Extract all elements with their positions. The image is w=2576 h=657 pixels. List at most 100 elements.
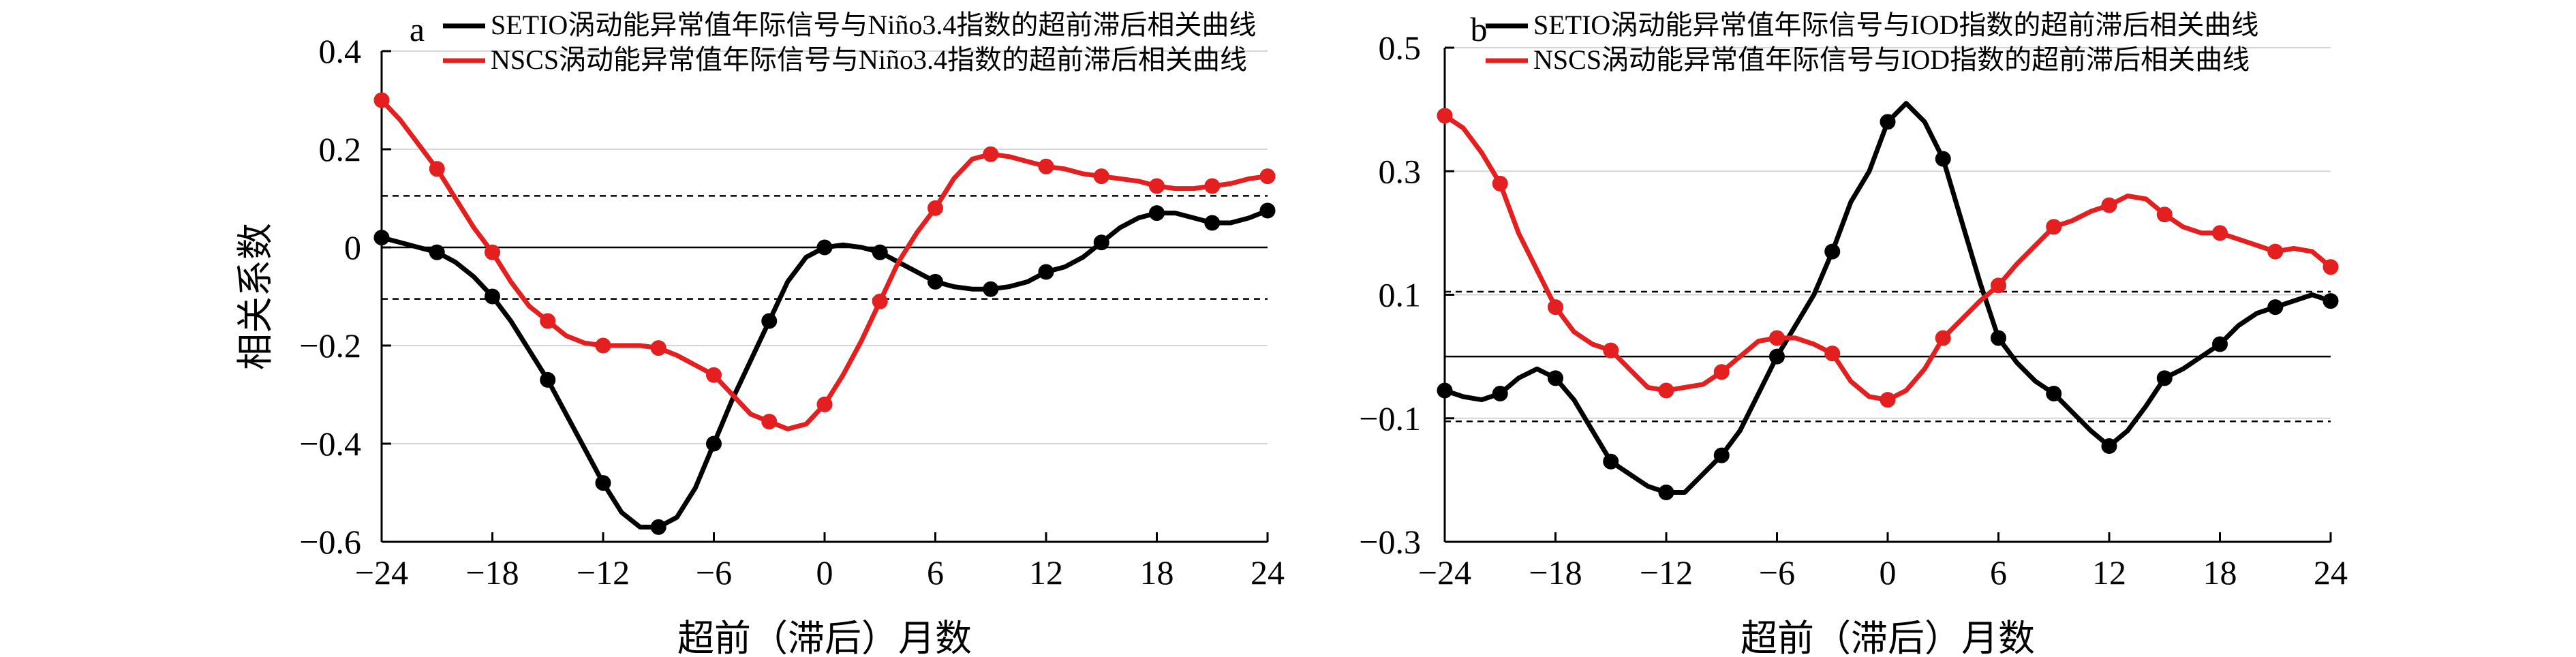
y-tick-label: 0 — [344, 228, 361, 266]
x-tick-label: −18 — [465, 553, 519, 592]
data-point — [485, 244, 500, 260]
y-tick-label: −0.4 — [299, 425, 361, 463]
data-point — [540, 371, 556, 388]
data-point — [429, 244, 445, 260]
data-point — [706, 367, 722, 383]
data-point — [1880, 392, 1896, 408]
data-point — [2156, 207, 2173, 223]
panel-letter: a — [410, 10, 425, 48]
x-tick-label: 24 — [2314, 553, 2348, 592]
data-point — [816, 396, 833, 412]
panel-letter: b — [1471, 10, 1488, 48]
data-point — [540, 313, 556, 329]
x-tick-label: 6 — [927, 553, 944, 592]
x-tick-label: −18 — [1529, 553, 1582, 592]
data-point — [2212, 225, 2228, 241]
x-axis-title: 超前（滞后）月数 — [677, 617, 972, 657]
x-tick-label: −6 — [1759, 553, 1795, 592]
data-point — [595, 337, 611, 354]
series-line — [1442, 101, 2333, 495]
data-point — [595, 475, 611, 491]
data-point — [1437, 382, 1453, 399]
data-point — [1204, 178, 1221, 194]
y-tick-label: 0.3 — [1379, 152, 1422, 190]
data-point — [429, 161, 445, 177]
x-tick-label: 18 — [1140, 553, 1174, 592]
data-point — [485, 288, 500, 305]
x-tick-label: 24 — [1251, 553, 1285, 592]
legend-label: SETIO涡动能异常值年际信号与Niño3.4指数的超前滞后相关曲线 — [491, 10, 1256, 40]
y-tick-label: 0.4 — [319, 32, 362, 70]
data-point — [1038, 158, 1054, 174]
data-point — [1935, 330, 1951, 346]
data-point — [1713, 364, 1730, 380]
data-point — [1492, 175, 1508, 192]
x-tick-label: 12 — [2092, 553, 2126, 592]
x-tick-label: −6 — [696, 553, 732, 592]
data-point — [1149, 178, 1165, 194]
data-point — [872, 293, 888, 309]
y-tick-label: −0.1 — [1359, 399, 1421, 438]
data-point — [1548, 370, 1563, 386]
data-point — [1259, 168, 1276, 185]
data-point — [816, 239, 833, 256]
series-line — [379, 208, 1270, 530]
data-point — [2322, 293, 2339, 309]
data-point — [983, 146, 999, 162]
data-point — [927, 273, 943, 290]
data-point — [1658, 382, 1674, 399]
data-point — [1880, 114, 1896, 130]
data-point — [1259, 202, 1276, 219]
y-tick-label: −0.3 — [1359, 523, 1421, 561]
data-point — [373, 92, 390, 108]
data-point — [1603, 342, 1619, 358]
data-point — [2046, 386, 2062, 401]
data-point — [983, 281, 999, 297]
data-point — [1603, 453, 1619, 470]
data-point — [650, 519, 666, 535]
y-tick-label: 0.1 — [1379, 276, 1422, 314]
y-tick-label: −0.6 — [299, 523, 361, 561]
data-point — [1093, 168, 1109, 185]
data-point — [1149, 205, 1165, 221]
x-tick-label: 12 — [1029, 553, 1063, 592]
x-tick-label: 0 — [816, 553, 833, 592]
data-point — [1492, 386, 1508, 401]
data-point — [1935, 151, 1951, 167]
legend-label: SETIO涡动能异常值年际信号与IOD指数的超前滞后相关曲线 — [1533, 10, 2258, 40]
data-point — [2267, 299, 2284, 316]
data-point — [1824, 346, 1841, 362]
data-point — [2101, 197, 2117, 213]
data-point — [1991, 277, 2006, 294]
data-point — [872, 244, 888, 260]
data-point — [1204, 215, 1221, 231]
data-point — [2267, 243, 2284, 260]
data-point — [2156, 370, 2173, 386]
panel-a: 0.4 0.2 0 −0.2 −0.4 −0.6−24 −18 −12 −6 0 6 12 18 24 超前… — [234, 10, 1285, 657]
x-tick-label: −12 — [577, 553, 630, 592]
x-tick-label: 0 — [1880, 553, 1897, 592]
y-tick-label: 0.2 — [319, 130, 362, 168]
x-tick-label: 6 — [1990, 553, 2007, 592]
data-point — [1038, 264, 1054, 280]
data-point — [650, 340, 666, 356]
legend-label: NSCS涡动能异常值年际信号与Niño3.4指数的超前滞后相关曲线 — [491, 44, 1247, 75]
data-point — [706, 436, 722, 452]
x-tick-label: 18 — [2203, 553, 2237, 592]
legend-label: NSCS涡动能异常值年际信号与IOD指数的超前滞后相关曲线 — [1533, 44, 2250, 75]
data-point — [2212, 336, 2228, 352]
data-point — [1769, 348, 1785, 365]
panel-b: 0.5 0.3 0.1 −0.1 −0.3−24 −18 −12 −6 0 6 12 18 24 超前（滞… — [1359, 10, 2348, 657]
data-point — [1713, 447, 1730, 463]
data-point — [927, 200, 943, 216]
data-point — [1437, 108, 1453, 124]
data-point — [1658, 485, 1674, 500]
data-point — [1769, 330, 1785, 346]
x-tick-label: −24 — [355, 553, 408, 592]
x-tick-label: −24 — [1418, 553, 1471, 592]
y-tick-label: 0.5 — [1379, 29, 1422, 67]
data-point — [373, 230, 390, 246]
y-tick-label: −0.2 — [299, 326, 361, 365]
data-point — [761, 313, 778, 329]
